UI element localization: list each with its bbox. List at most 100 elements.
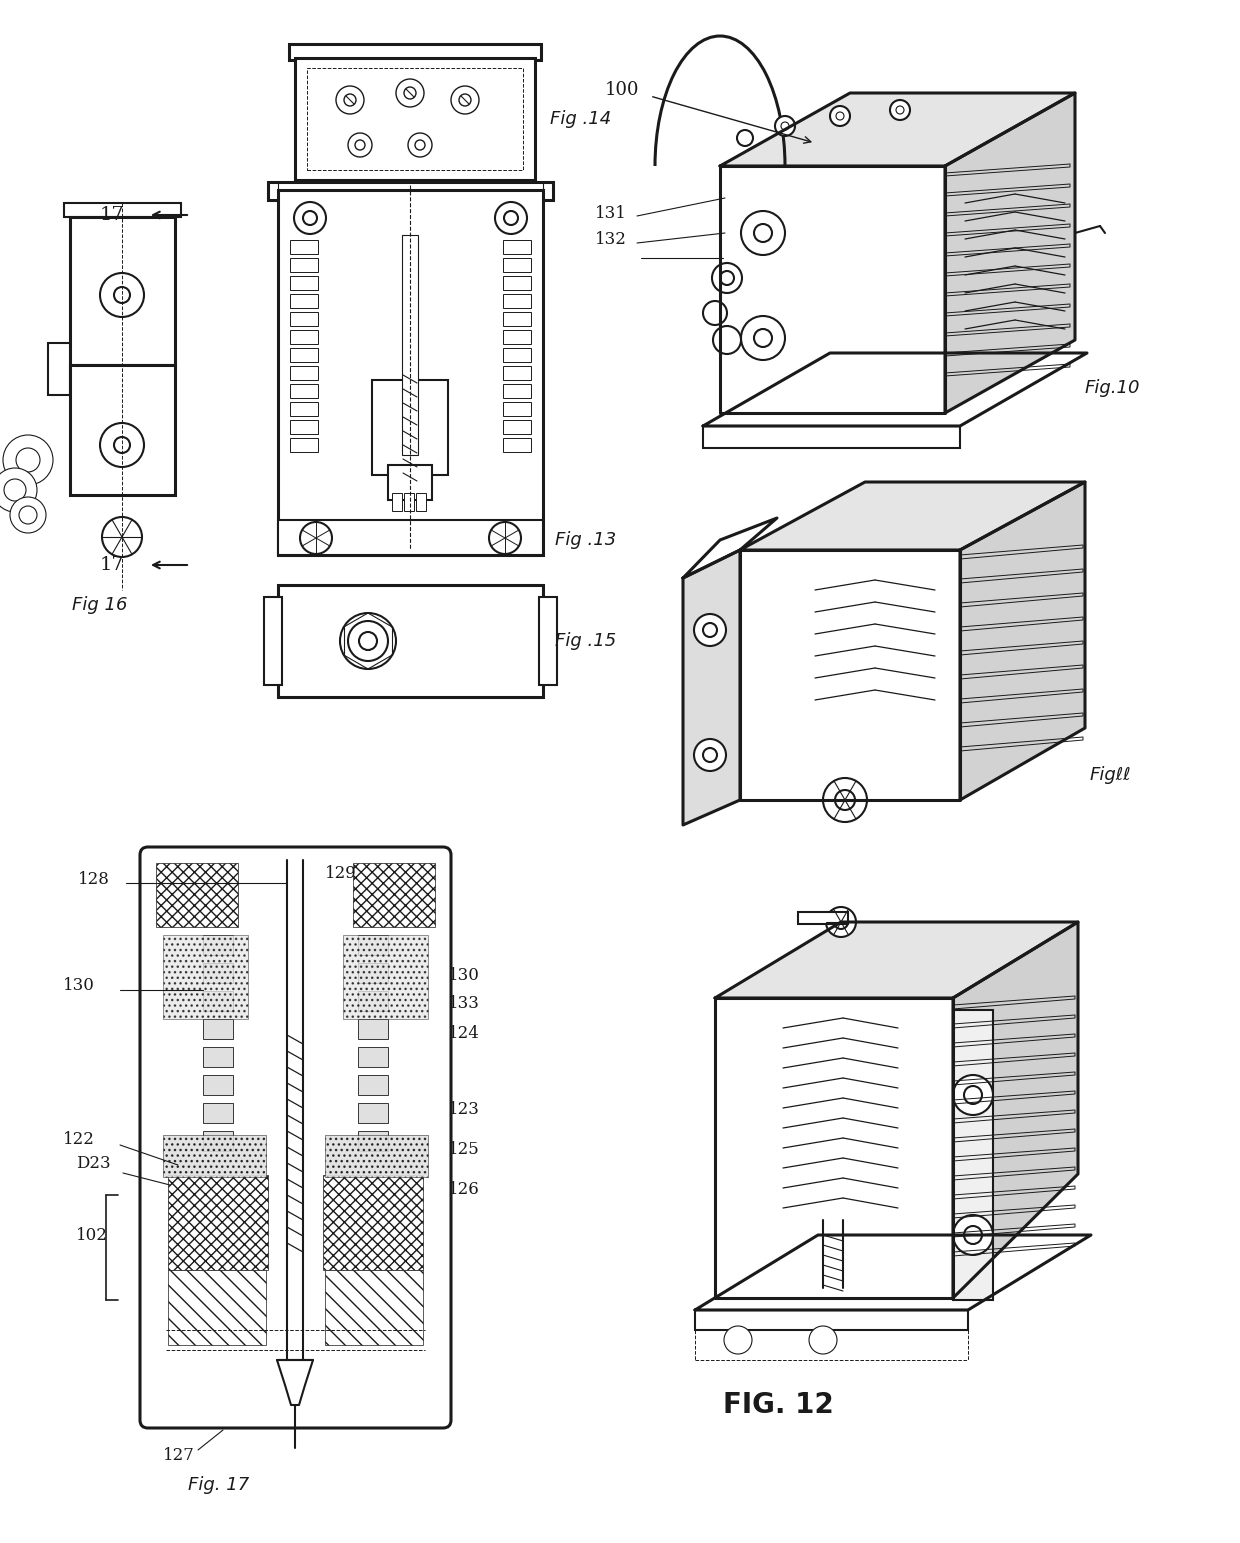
- Text: 124: 124: [448, 1025, 480, 1042]
- Bar: [308, 68, 523, 170]
- Bar: [503, 258, 531, 272]
- Polygon shape: [358, 1131, 388, 1151]
- Bar: [264, 597, 281, 685]
- Bar: [503, 420, 531, 434]
- Circle shape: [348, 133, 372, 157]
- Circle shape: [340, 613, 396, 670]
- Bar: [268, 182, 553, 201]
- Circle shape: [775, 116, 795, 136]
- Bar: [289, 45, 541, 60]
- Bar: [404, 494, 414, 511]
- Polygon shape: [203, 1131, 233, 1151]
- Bar: [703, 426, 960, 447]
- Polygon shape: [203, 991, 233, 1011]
- Circle shape: [451, 86, 479, 114]
- Circle shape: [408, 133, 432, 157]
- Circle shape: [10, 497, 46, 532]
- Polygon shape: [358, 1018, 388, 1038]
- Polygon shape: [167, 1176, 268, 1270]
- Bar: [503, 312, 531, 326]
- Bar: [388, 464, 432, 500]
- Text: 129: 129: [325, 864, 357, 881]
- Polygon shape: [358, 935, 388, 955]
- Circle shape: [703, 623, 717, 637]
- Text: Fig .15: Fig .15: [556, 633, 616, 650]
- Circle shape: [300, 522, 332, 554]
- Text: 102: 102: [76, 1227, 108, 1244]
- Bar: [278, 520, 543, 555]
- Polygon shape: [960, 481, 1085, 799]
- Circle shape: [754, 329, 773, 347]
- Bar: [69, 218, 175, 366]
- Bar: [503, 438, 531, 452]
- Circle shape: [404, 86, 415, 99]
- Text: Fig 16: Fig 16: [72, 596, 128, 614]
- Text: 122: 122: [63, 1131, 95, 1148]
- Text: 125: 125: [448, 1142, 480, 1159]
- Polygon shape: [715, 923, 1078, 998]
- Circle shape: [963, 1086, 982, 1103]
- Circle shape: [737, 130, 753, 147]
- Bar: [290, 295, 317, 309]
- Bar: [290, 366, 317, 380]
- Bar: [290, 312, 317, 326]
- Polygon shape: [162, 1136, 267, 1177]
- Circle shape: [459, 94, 471, 106]
- Bar: [503, 330, 531, 344]
- Text: 100: 100: [605, 80, 640, 99]
- Bar: [48, 343, 69, 395]
- Circle shape: [754, 224, 773, 242]
- Text: 132: 132: [595, 231, 627, 248]
- Polygon shape: [162, 935, 248, 1018]
- Polygon shape: [203, 1103, 233, 1123]
- Text: 126: 126: [448, 1182, 480, 1199]
- Polygon shape: [343, 935, 428, 1018]
- Bar: [290, 258, 317, 272]
- Polygon shape: [358, 991, 388, 1011]
- Text: 133: 133: [448, 995, 480, 1012]
- Bar: [290, 384, 317, 398]
- Circle shape: [415, 140, 425, 150]
- Polygon shape: [720, 93, 1075, 167]
- Polygon shape: [358, 963, 388, 983]
- Polygon shape: [358, 1048, 388, 1068]
- Bar: [539, 597, 557, 685]
- Circle shape: [954, 1075, 993, 1116]
- Polygon shape: [358, 1075, 388, 1096]
- Text: 128: 128: [78, 872, 110, 889]
- Bar: [278, 585, 543, 697]
- Circle shape: [694, 614, 725, 647]
- Circle shape: [503, 211, 518, 225]
- Bar: [372, 380, 448, 475]
- Bar: [694, 1310, 968, 1330]
- Circle shape: [720, 272, 734, 285]
- Bar: [278, 190, 543, 555]
- Circle shape: [102, 517, 143, 557]
- Bar: [290, 330, 317, 344]
- Circle shape: [836, 113, 844, 120]
- Circle shape: [114, 437, 130, 454]
- Circle shape: [954, 1214, 993, 1254]
- Circle shape: [830, 106, 849, 127]
- Bar: [290, 420, 317, 434]
- Bar: [295, 59, 534, 181]
- Bar: [415, 494, 427, 511]
- Circle shape: [724, 1325, 751, 1355]
- Polygon shape: [203, 1048, 233, 1068]
- Bar: [290, 403, 317, 417]
- Circle shape: [355, 140, 365, 150]
- Circle shape: [4, 478, 26, 501]
- Text: Fig.10: Fig.10: [1085, 380, 1141, 397]
- Text: 130: 130: [448, 966, 480, 983]
- Polygon shape: [945, 93, 1075, 414]
- Bar: [503, 384, 531, 398]
- Polygon shape: [353, 863, 435, 927]
- Polygon shape: [325, 1136, 428, 1177]
- Circle shape: [835, 790, 856, 810]
- Circle shape: [100, 273, 144, 316]
- Circle shape: [343, 94, 356, 106]
- Polygon shape: [325, 1270, 423, 1345]
- Circle shape: [489, 522, 521, 554]
- Bar: [503, 349, 531, 363]
- Circle shape: [835, 915, 848, 929]
